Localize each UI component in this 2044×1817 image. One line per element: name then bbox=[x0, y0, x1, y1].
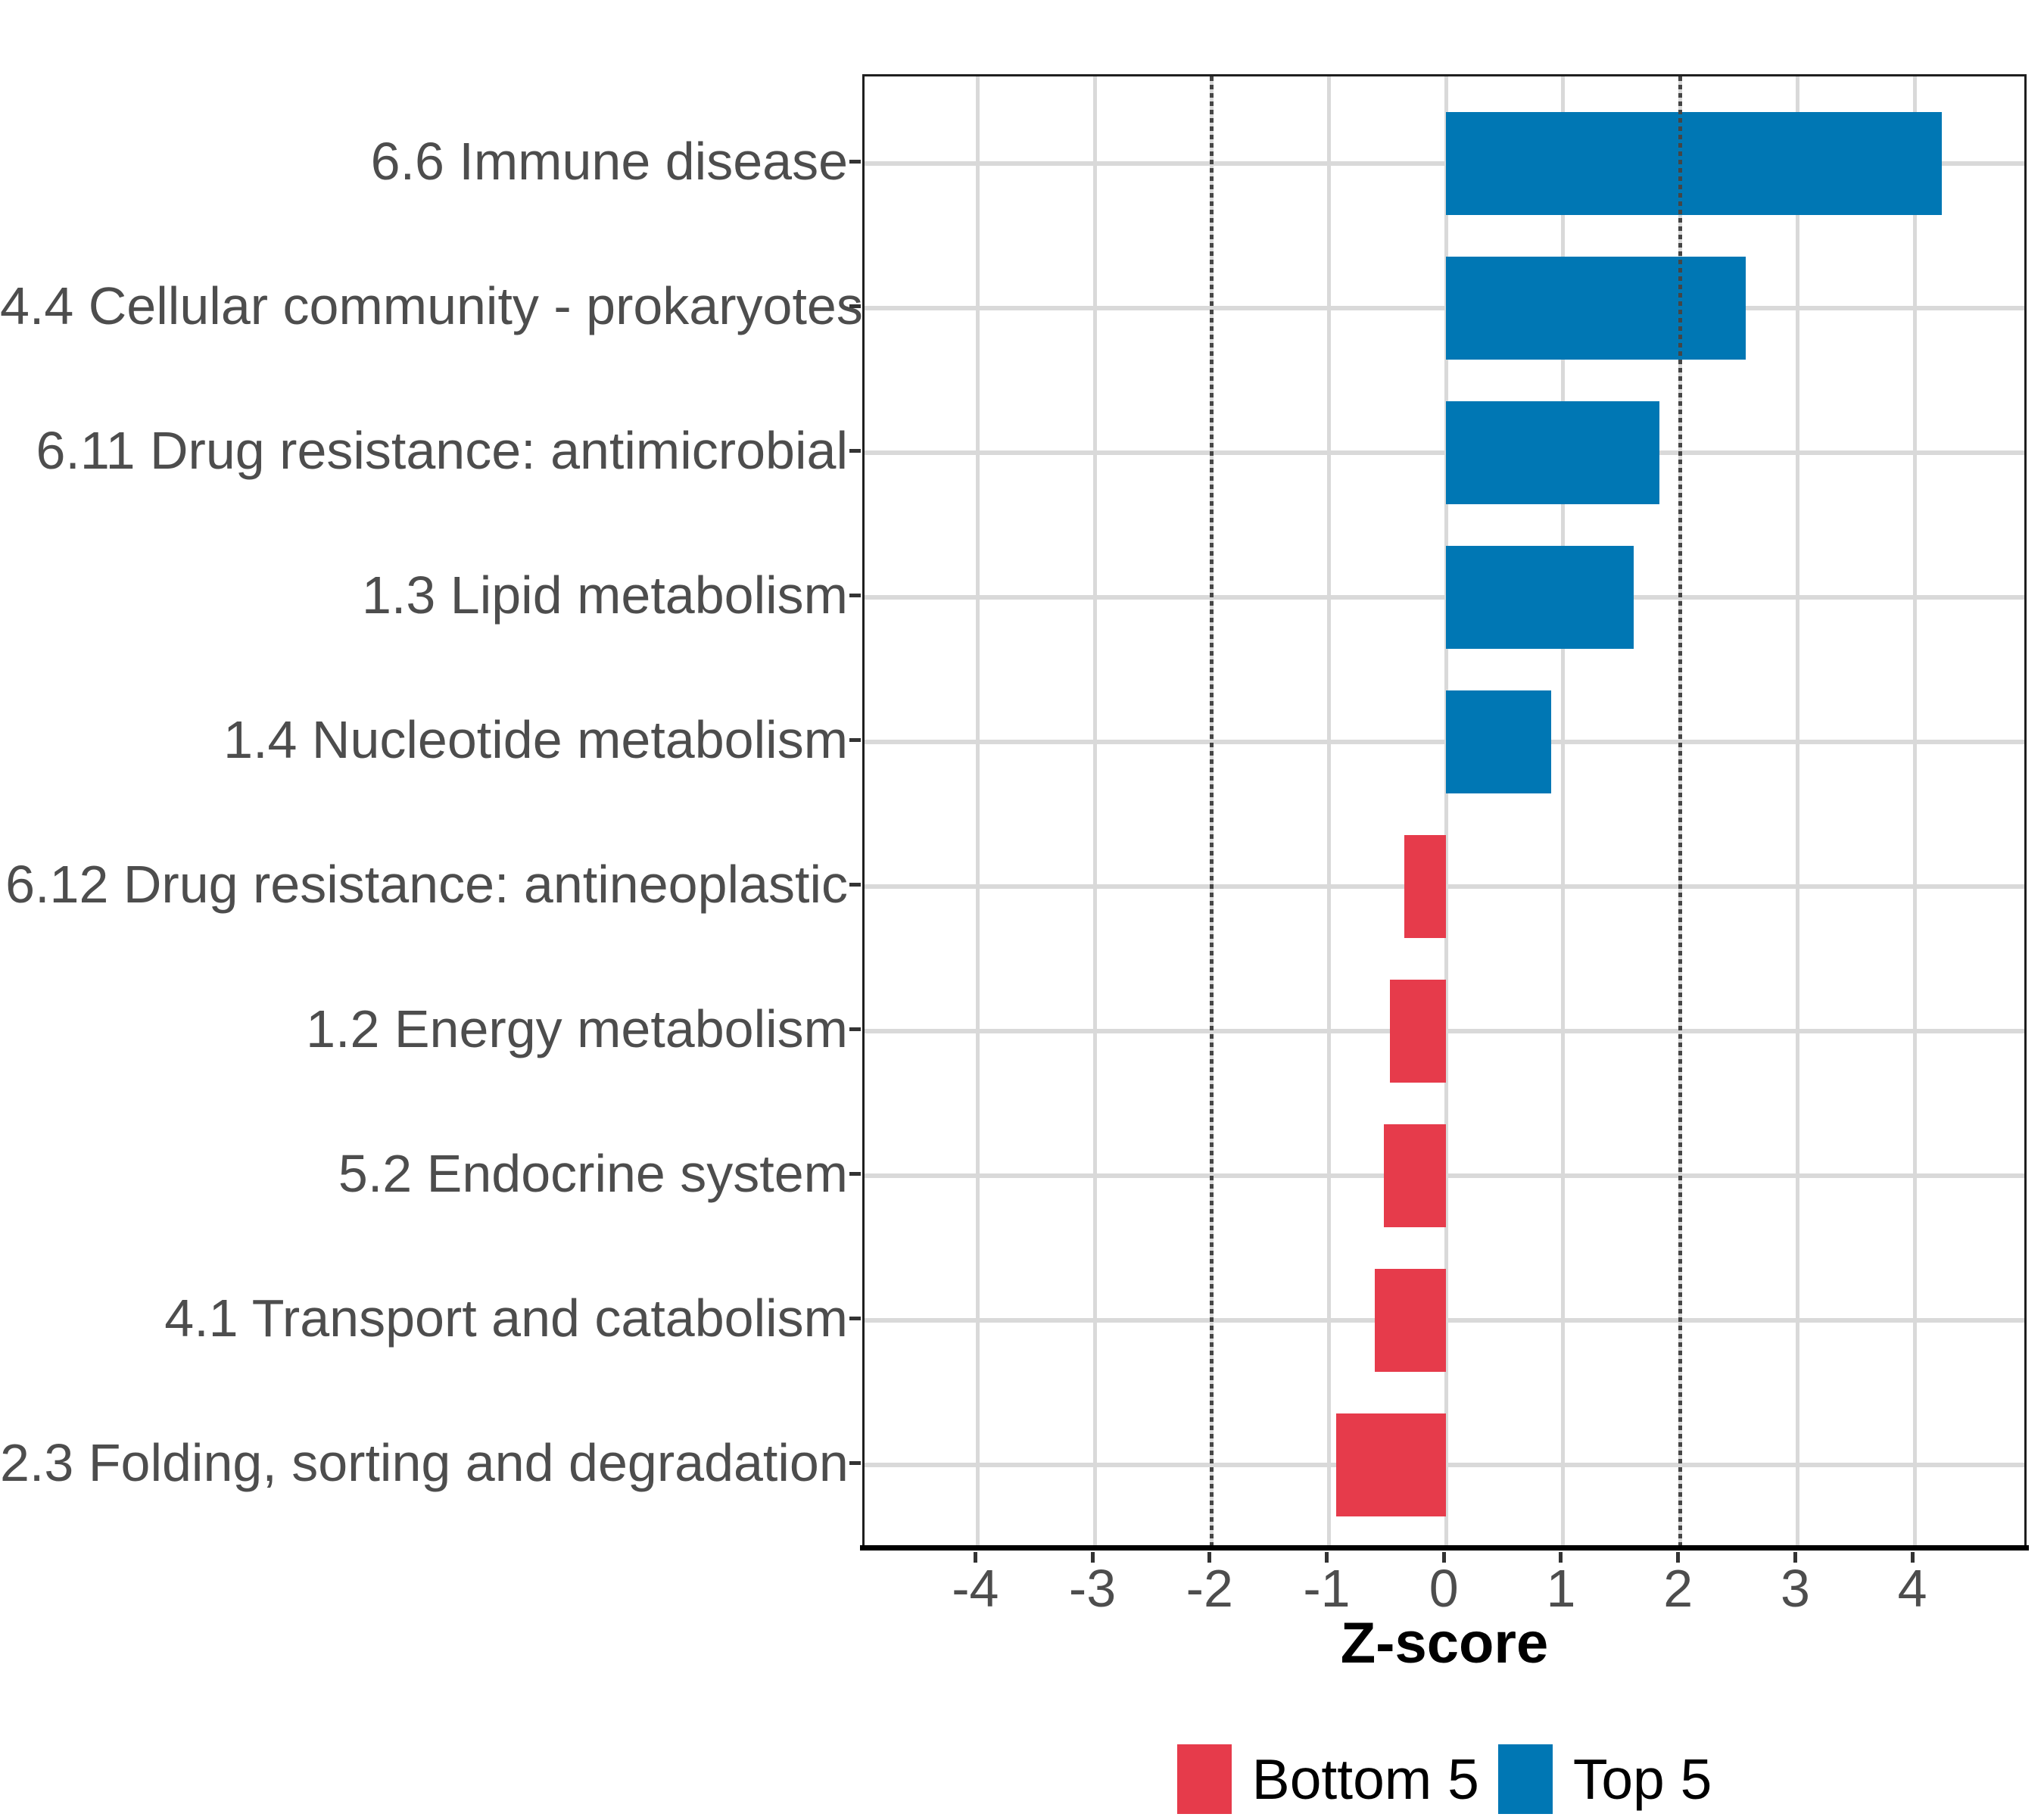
x-tick-mark bbox=[1910, 1552, 1915, 1563]
y-tick-mark bbox=[849, 448, 861, 453]
legend-item: Top 5 bbox=[1497, 1744, 1712, 1814]
y-tick-mark bbox=[849, 304, 861, 308]
x-gridline bbox=[1326, 76, 1331, 1547]
bar-bottom5 bbox=[1335, 1413, 1447, 1516]
category-label: 1.3 Lipid metabolism bbox=[362, 566, 848, 625]
y-gridline bbox=[865, 740, 2024, 744]
category-label: 6.11 Drug resistance: antimicrobial bbox=[36, 421, 848, 480]
x-axis-line bbox=[860, 1545, 2029, 1551]
x-gridline bbox=[1795, 76, 1799, 1547]
category-label: 6.12 Drug resistance: antineoplastic bbox=[5, 855, 848, 914]
reference-line bbox=[1210, 76, 1214, 1547]
y-tick-mark bbox=[849, 1460, 861, 1465]
bar-bottom5 bbox=[1389, 980, 1447, 1083]
legend: Bottom 5 Top 5 bbox=[862, 1738, 2027, 1817]
bar-top5 bbox=[1446, 112, 1942, 215]
y-tick-mark bbox=[849, 1171, 861, 1176]
reference-line bbox=[1678, 76, 1683, 1547]
x-tick-mark bbox=[1793, 1552, 1797, 1563]
x-tick-label: 2 bbox=[1663, 1559, 1693, 1618]
x-gridline bbox=[1444, 76, 1448, 1547]
x-axis-title: Z-score bbox=[1340, 1611, 1549, 1675]
bar-top5 bbox=[1446, 546, 1634, 649]
y-gridline bbox=[865, 595, 2024, 600]
bar-bottom5 bbox=[1384, 1124, 1447, 1227]
x-tick-label: 3 bbox=[1780, 1559, 1810, 1618]
y-gridline bbox=[865, 450, 2024, 455]
y-tick-mark bbox=[849, 1316, 861, 1320]
x-tick-label: -2 bbox=[1186, 1559, 1233, 1618]
legend-label-bottom5: Bottom 5 bbox=[1251, 1747, 1479, 1811]
legend-item: Bottom 5 bbox=[1176, 1744, 1479, 1814]
category-label: 6.6 Immune disease bbox=[370, 132, 848, 191]
category-label: 5.2 Endocrine system bbox=[338, 1144, 848, 1203]
category-label: 1.4 Nucleotide metabolism bbox=[223, 710, 848, 769]
x-tick-mark bbox=[1207, 1552, 1212, 1563]
x-gridline bbox=[975, 76, 980, 1547]
y-gridline bbox=[865, 161, 2024, 166]
category-label: 2.3 Folding, sorting and degradation bbox=[0, 1433, 849, 1492]
legend-label-top5: Top 5 bbox=[1572, 1747, 1712, 1811]
y-tick-mark bbox=[849, 882, 861, 887]
category-label: 4.4 Cellular community - prokaryotes bbox=[0, 276, 863, 335]
plot-panel bbox=[862, 74, 2027, 1550]
bar-top5 bbox=[1446, 401, 1659, 504]
x-tick-mark bbox=[1676, 1552, 1681, 1563]
legend-swatch-bottom5 bbox=[1176, 1744, 1232, 1814]
x-tick-mark bbox=[1090, 1552, 1095, 1563]
x-tick-mark bbox=[1441, 1552, 1446, 1563]
x-tick-label: -1 bbox=[1303, 1559, 1351, 1618]
x-gridline bbox=[1912, 76, 1917, 1547]
x-tick-label: 0 bbox=[1429, 1559, 1459, 1618]
y-tick-mark bbox=[849, 593, 861, 597]
category-label: 1.2 Energy metabolism bbox=[306, 999, 848, 1058]
y-gridline bbox=[865, 306, 2024, 310]
x-tick-mark bbox=[1559, 1552, 1563, 1563]
y-tick-mark bbox=[849, 159, 861, 164]
x-gridline bbox=[1092, 76, 1097, 1547]
x-tick-label: 4 bbox=[1897, 1559, 1927, 1618]
bar-bottom5 bbox=[1374, 1269, 1447, 1372]
x-tick-label: -4 bbox=[952, 1559, 999, 1618]
legend-swatch-top5 bbox=[1497, 1744, 1553, 1814]
x-tick-label: 1 bbox=[1546, 1559, 1576, 1618]
x-tick-mark bbox=[1324, 1552, 1329, 1563]
y-tick-mark bbox=[849, 1027, 861, 1031]
bar-top5 bbox=[1446, 257, 1746, 360]
category-label: 4.1 Transport and catabolism bbox=[164, 1289, 848, 1348]
bar-top5 bbox=[1446, 690, 1552, 793]
bar-bottom5 bbox=[1404, 835, 1447, 938]
x-gridline bbox=[1561, 76, 1566, 1547]
x-tick-label: -3 bbox=[1068, 1559, 1117, 1618]
y-tick-mark bbox=[849, 737, 861, 742]
x-tick-mark bbox=[973, 1552, 977, 1563]
